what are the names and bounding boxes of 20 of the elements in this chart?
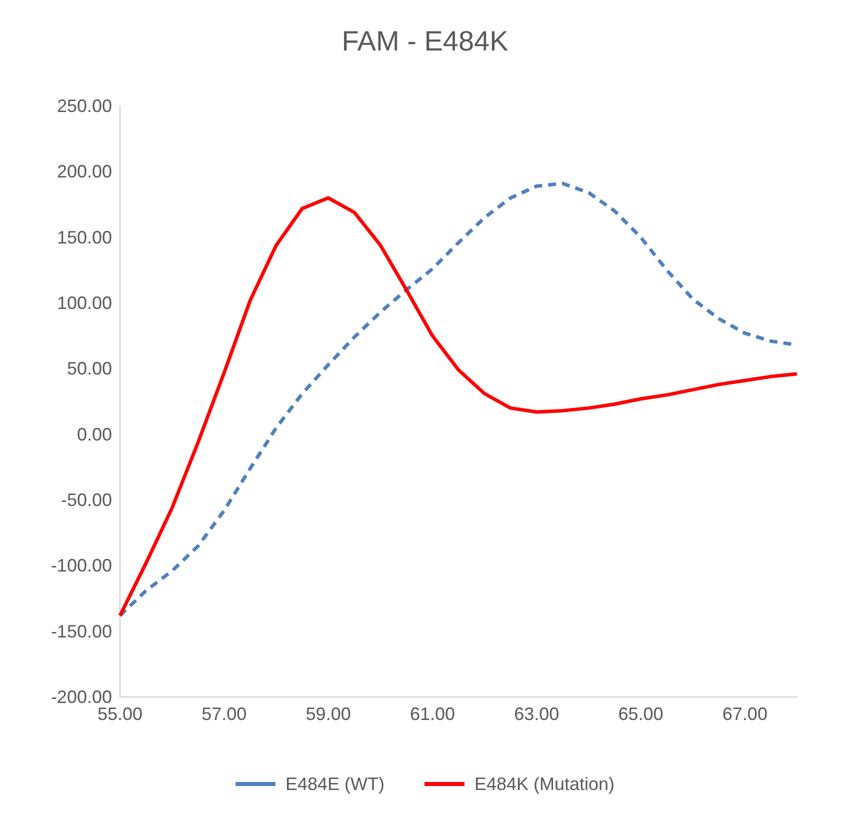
y-tick-label: 100.00 (56, 293, 112, 313)
y-tick-label: -100.00 (50, 556, 112, 576)
x-tick-label: 55.00 (97, 704, 143, 724)
x-tick-label: 65.00 (618, 704, 664, 724)
legend-label: E484E (WT) (285, 774, 384, 794)
y-tick-label: -50.00 (60, 490, 112, 510)
chart-title: FAM - E484K (342, 26, 509, 56)
y-tick-label: 50.00 (66, 358, 112, 379)
y-tick-label: -200.00 (50, 687, 112, 707)
y-tick-label: 150.00 (56, 227, 112, 248)
x-tick-label: 59.00 (306, 704, 351, 724)
x-tick-label: 63.00 (514, 704, 560, 724)
legend-label: E484K (Mutation) (474, 774, 615, 794)
x-tick-label: 57.00 (202, 704, 247, 724)
x-tick-label: 61.00 (410, 704, 455, 724)
y-tick-label: 0.00 (76, 424, 112, 444)
y-tick-label: 250.00 (56, 96, 112, 116)
y-tick-label: 200.00 (56, 162, 112, 182)
x-tick-label: 67.00 (722, 704, 768, 724)
y-tick-label: -150.00 (50, 621, 112, 642)
